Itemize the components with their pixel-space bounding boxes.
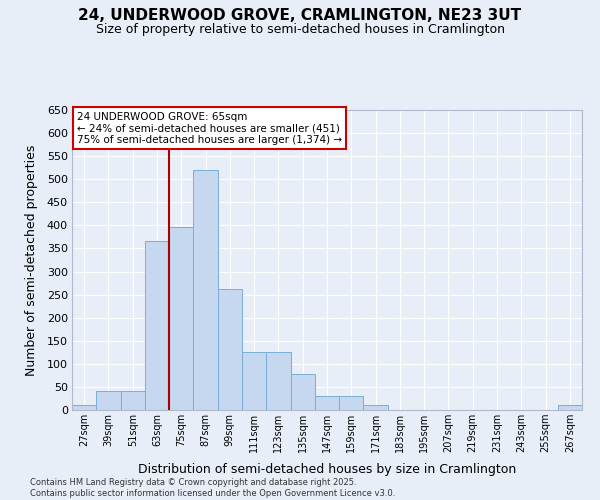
Text: Contains HM Land Registry data © Crown copyright and database right 2025.
Contai: Contains HM Land Registry data © Crown c…	[30, 478, 395, 498]
Bar	[72, 406, 96, 410]
Text: 24 UNDERWOOD GROVE: 65sqm
← 24% of semi-detached houses are smaller (451)
75% of: 24 UNDERWOOD GROVE: 65sqm ← 24% of semi-…	[77, 112, 342, 144]
Bar	[290, 374, 315, 410]
Bar	[242, 352, 266, 410]
Text: Size of property relative to semi-detached houses in Cramlington: Size of property relative to semi-detach…	[95, 22, 505, 36]
Bar	[218, 288, 242, 410]
Bar	[364, 406, 388, 410]
Bar	[266, 352, 290, 410]
Bar	[193, 170, 218, 410]
Bar	[169, 227, 193, 410]
Bar	[145, 240, 169, 410]
X-axis label: Distribution of semi-detached houses by size in Cramlington: Distribution of semi-detached houses by …	[138, 464, 516, 476]
Text: 24, UNDERWOOD GROVE, CRAMLINGTON, NE23 3UT: 24, UNDERWOOD GROVE, CRAMLINGTON, NE23 3…	[79, 8, 521, 22]
Bar	[315, 396, 339, 410]
Y-axis label: Number of semi-detached properties: Number of semi-detached properties	[25, 144, 38, 376]
Bar	[96, 390, 121, 410]
Bar	[558, 406, 582, 410]
Bar	[339, 396, 364, 410]
Bar	[121, 390, 145, 410]
